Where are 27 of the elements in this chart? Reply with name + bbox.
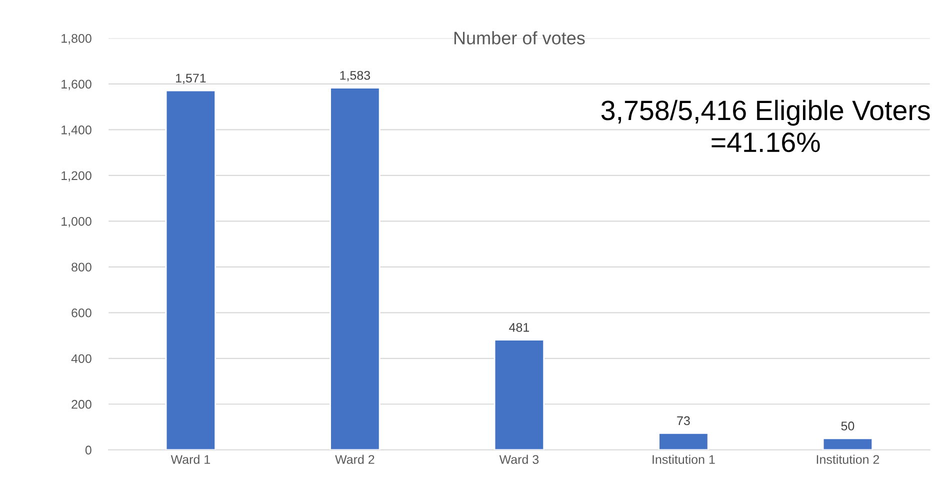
x-tick-label: Institution 1 [652,454,715,464]
y-tick-label: 400 [71,354,92,364]
y-tick-label: 200 [72,400,92,409]
data-label: 73 [677,416,690,426]
annotation: 3,758/5,416 Eligible Voters =41.16% [601,100,930,152]
x-tick-label: Ward 1 [170,454,210,464]
chart-title: Number of votes [454,31,585,44]
y-tick-label: 800 [72,262,92,272]
x-tick-label: Ward 3 [499,454,539,464]
bar [822,438,874,450]
bar [494,339,545,450]
y-tick-label: 1,800 [62,34,92,44]
bar [330,87,380,450]
bar [165,90,216,450]
data-label: 481 [509,322,530,332]
data-label: 50 [841,422,854,430]
bar [658,432,709,450]
y-tick-label: 600 [72,308,92,318]
y-tick-label: 1,000 [62,216,92,228]
y-tick-label: 1,200 [62,171,92,182]
x-tick-label: Institution 2 [816,454,880,464]
data-label: 1,571 [176,74,206,84]
y-tick-label: 1,600 [62,80,92,90]
data-label: 1,583 [340,70,370,82]
y-tick-label: 0 [85,446,92,455]
x-tick-label: Ward 2 [335,454,374,464]
y-tick-label: 1,400 [62,125,92,136]
